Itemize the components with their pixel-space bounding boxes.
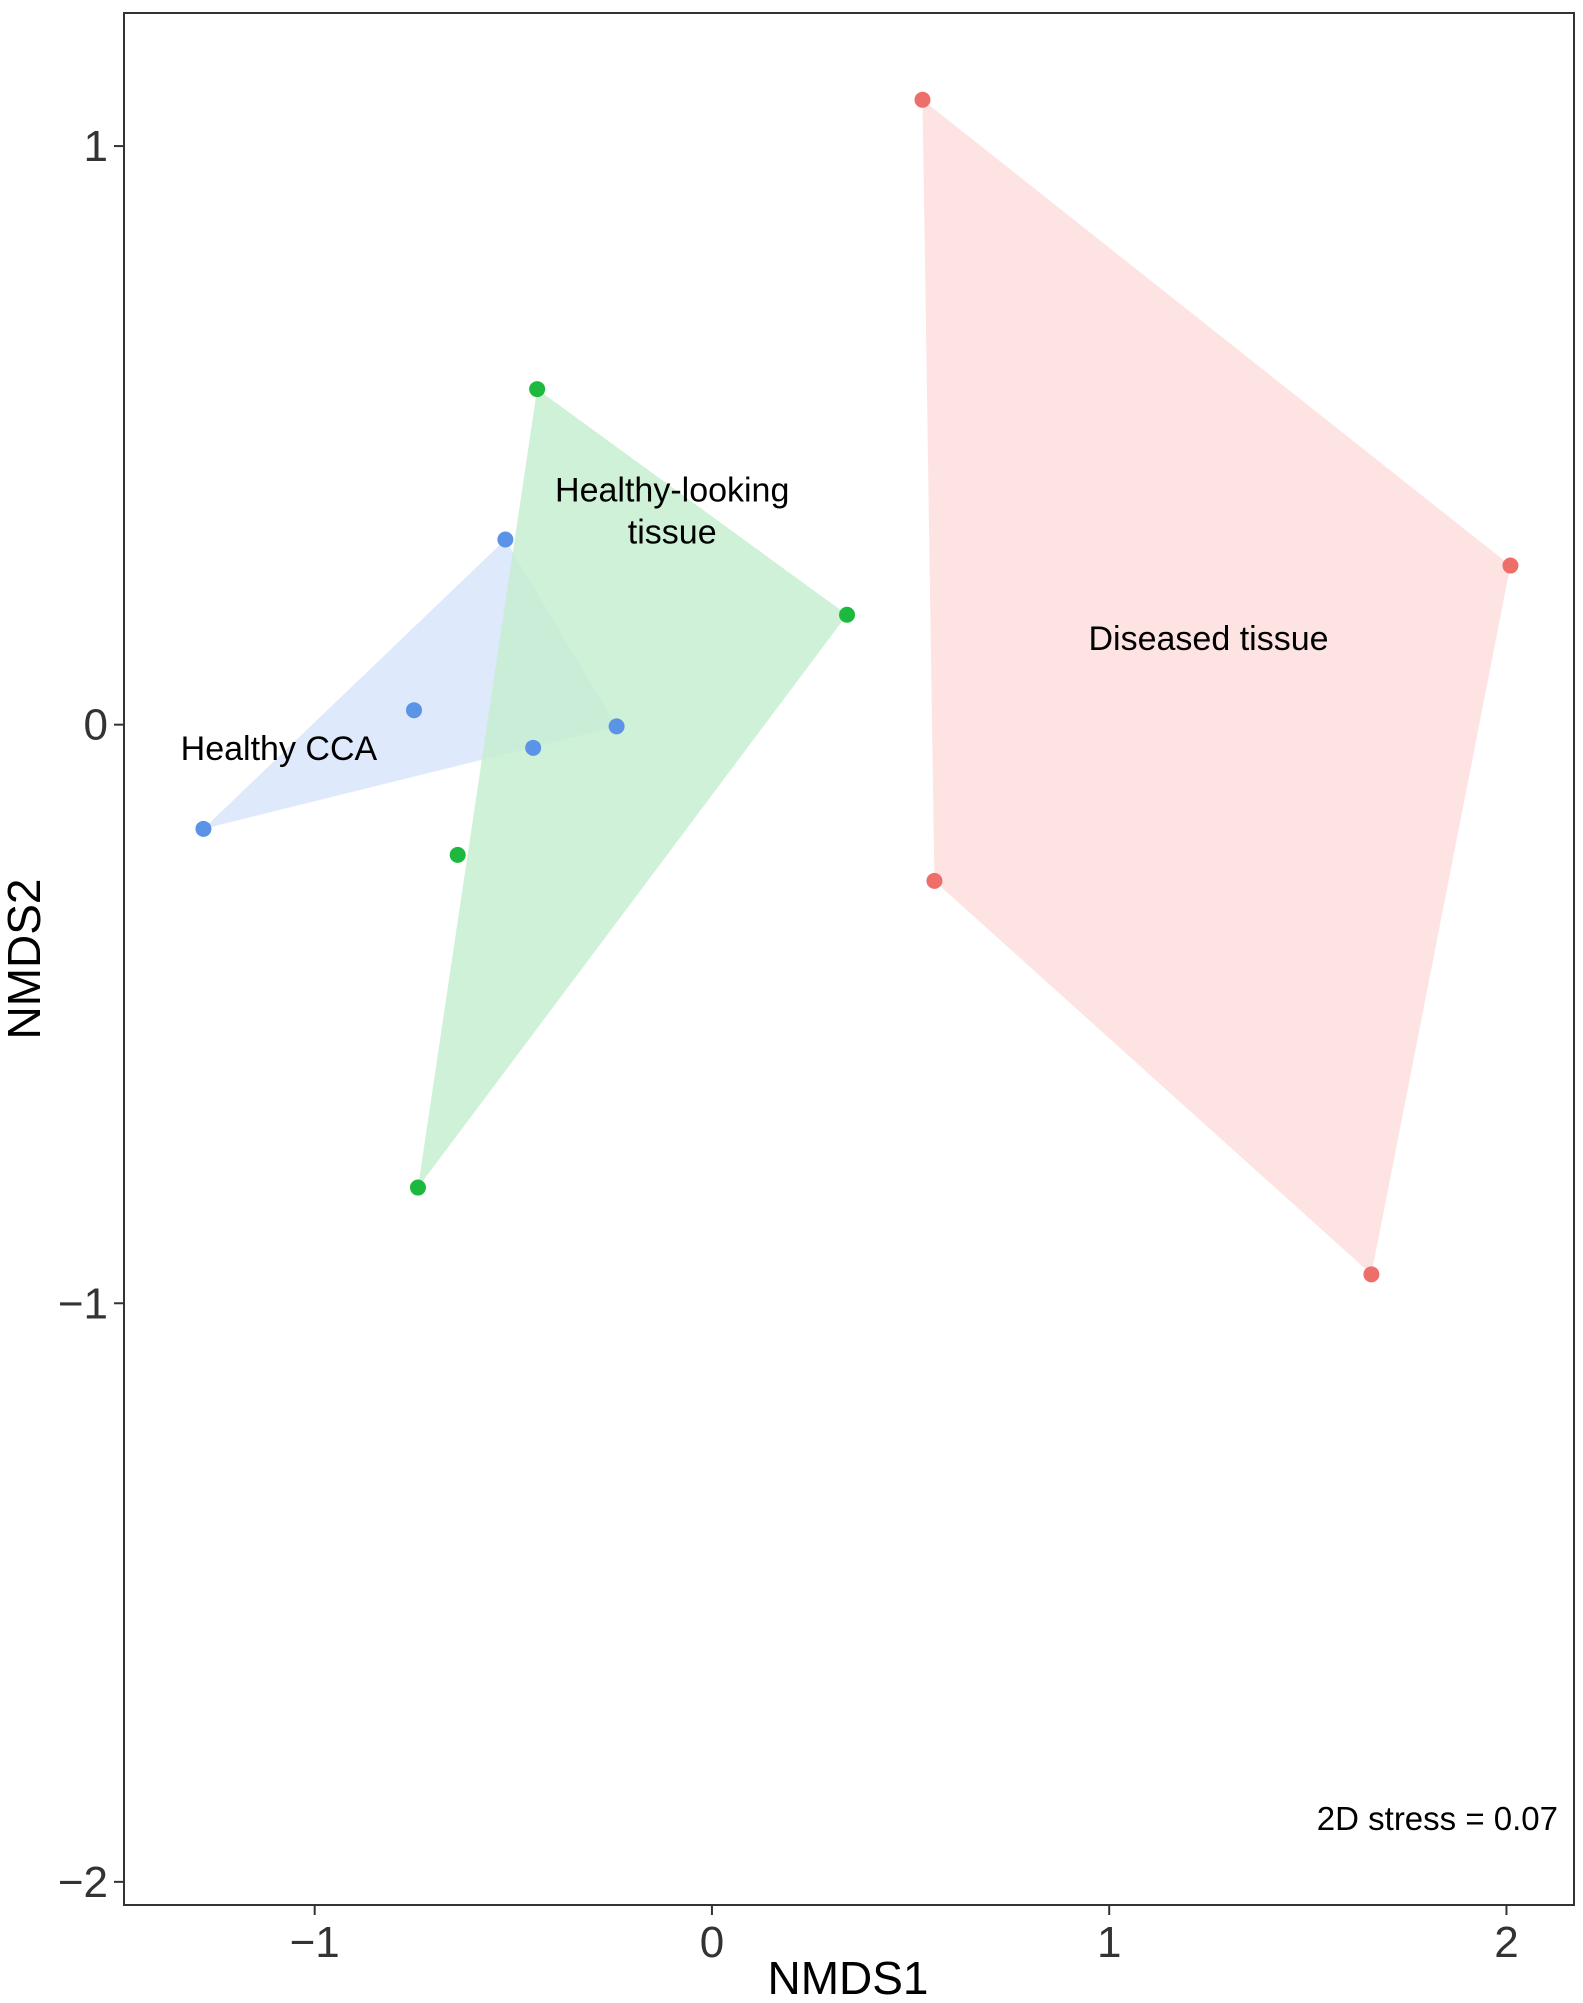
x-tick-label: 1: [1097, 1918, 1121, 1967]
x-tick-label: 2: [1494, 1918, 1518, 1967]
label-diseased-tissue: Diseased tissue: [1089, 620, 1329, 658]
group-labels: Healthy CCA Healthy-looking tissue Diseased…: [181, 472, 1329, 768]
x-tick-label: −1: [290, 1918, 340, 1967]
y-axis-title: NMDS2: [0, 878, 50, 1039]
y-tick-label: 1: [84, 122, 108, 171]
point-healthy-cca: [195, 820, 212, 837]
hull-diseased-tissue: [922, 99, 1511, 1275]
hull-healthy-looking-tissue: [417, 389, 848, 1188]
label-healthy-looking-tissue: tissue: [628, 514, 717, 552]
point-diseased-tissue: [914, 91, 931, 108]
point-diseased-tissue: [1502, 557, 1519, 574]
y-tick-label: 0: [84, 701, 108, 750]
x-axis-title: NMDS1: [767, 1952, 928, 2003]
y-tick-label: −1: [58, 1279, 108, 1328]
point-diseased-tissue: [926, 872, 943, 889]
point-healthy-cca: [406, 702, 422, 719]
y-tick-label: −2: [58, 1858, 108, 1907]
label-healthy-cca: Healthy CCA: [181, 730, 378, 768]
x-tick-label: 0: [700, 1918, 724, 1967]
x-axis: −1 0 1 2: [290, 1905, 1519, 1967]
point-diseased-tissue: [1363, 1266, 1380, 1283]
data-points: [195, 91, 1519, 1283]
group-hulls: [203, 99, 1511, 1275]
label-healthy-looking-tissue: Healthy-looking: [555, 472, 789, 510]
point-healthy-cca: [525, 739, 542, 756]
y-axis: −2 −1 0 1: [58, 122, 124, 1907]
point-healthy-looking-tissue: [449, 846, 466, 863]
point-healthy-cca: [497, 531, 514, 548]
point-healthy-looking-tissue: [839, 606, 856, 623]
point-healthy-looking-tissue: [409, 1179, 426, 1196]
plot-border: [123, 12, 1575, 1906]
stress-annotation: 2D stress = 0.07: [1317, 1800, 1558, 1837]
point-healthy-cca: [608, 718, 625, 735]
point-healthy-looking-tissue: [529, 381, 546, 398]
